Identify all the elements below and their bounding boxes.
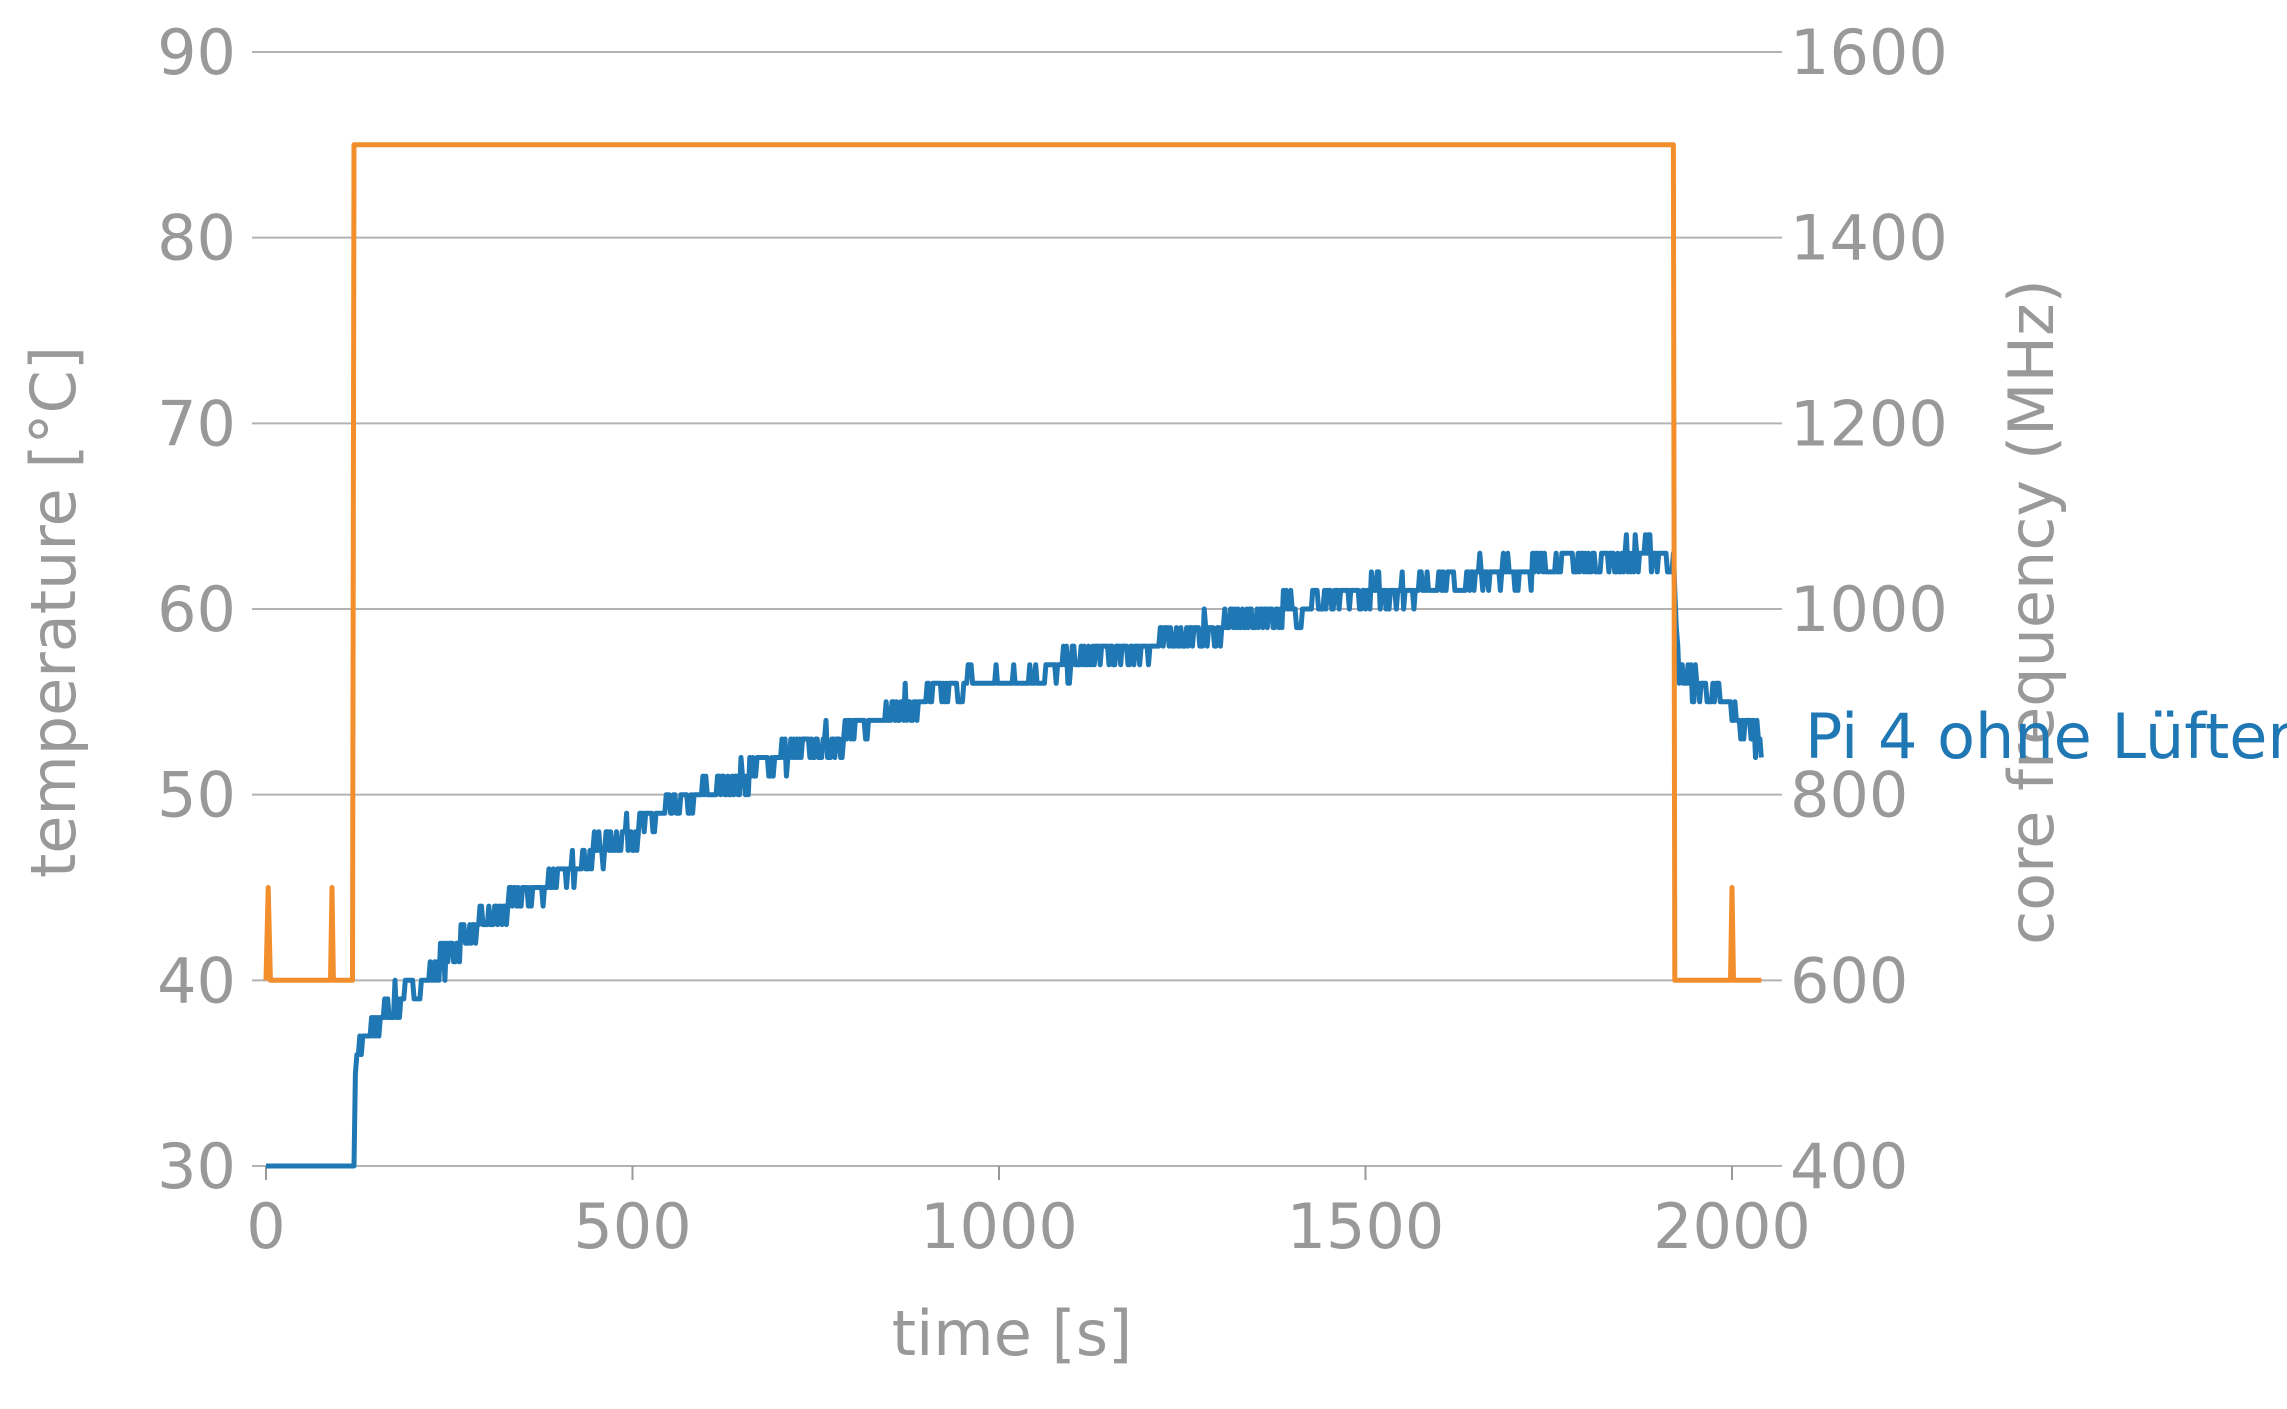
tick-labels: 30 400 40 600 50 800 60 1000 70 1200 80 1400 90 1600 0…	[157, 16, 1948, 1263]
x-tick-label-1500: 1500	[1287, 1190, 1445, 1263]
x-tick-label-2000: 2000	[1653, 1190, 1811, 1263]
series-line-core-frequency	[263, 142, 1762, 983]
series-line-temperature	[265, 532, 1764, 1169]
series-label-pi4: Pi 4 ohne Lüfter	[1805, 700, 2287, 773]
y-left-tick-label-50: 50	[157, 759, 236, 832]
x-tick-label-0: 0	[246, 1190, 285, 1263]
y-left-tick-label-70: 70	[157, 387, 236, 460]
y-right-tick-label-600: 600	[1790, 944, 1908, 1017]
y-left-tick-label-30: 30	[157, 1130, 236, 1203]
y-right-tick-label-1000: 1000	[1790, 573, 1948, 646]
y-left-tick-label-40: 40	[157, 944, 236, 1017]
y-left-tick-label-80: 80	[157, 202, 236, 275]
x-tick-label-500: 500	[573, 1190, 691, 1263]
y-axis-right-title: core frequency (MHz)	[1995, 279, 2068, 945]
y-axis-left-title: temperature [°C]	[17, 346, 90, 878]
y-right-tick-label-1200: 1200	[1790, 387, 1948, 460]
x-tick-label-1000: 1000	[920, 1190, 1078, 1263]
y-right-tick-label-400: 400	[1790, 1130, 1908, 1203]
y-right-tick-label-1400: 1400	[1790, 202, 1948, 275]
y-right-tick-label-800: 800	[1790, 759, 1908, 832]
x-axis-title: time [s]	[892, 1297, 1132, 1370]
y-left-tick-label-90: 90	[157, 16, 236, 89]
grid-lines	[252, 51, 1782, 1167]
y-left-tick-label-60: 60	[157, 573, 236, 646]
series-layer	[263, 142, 1764, 1169]
y-right-tick-label-1600: 1600	[1790, 16, 1948, 89]
tick-marks	[265, 1166, 1733, 1180]
